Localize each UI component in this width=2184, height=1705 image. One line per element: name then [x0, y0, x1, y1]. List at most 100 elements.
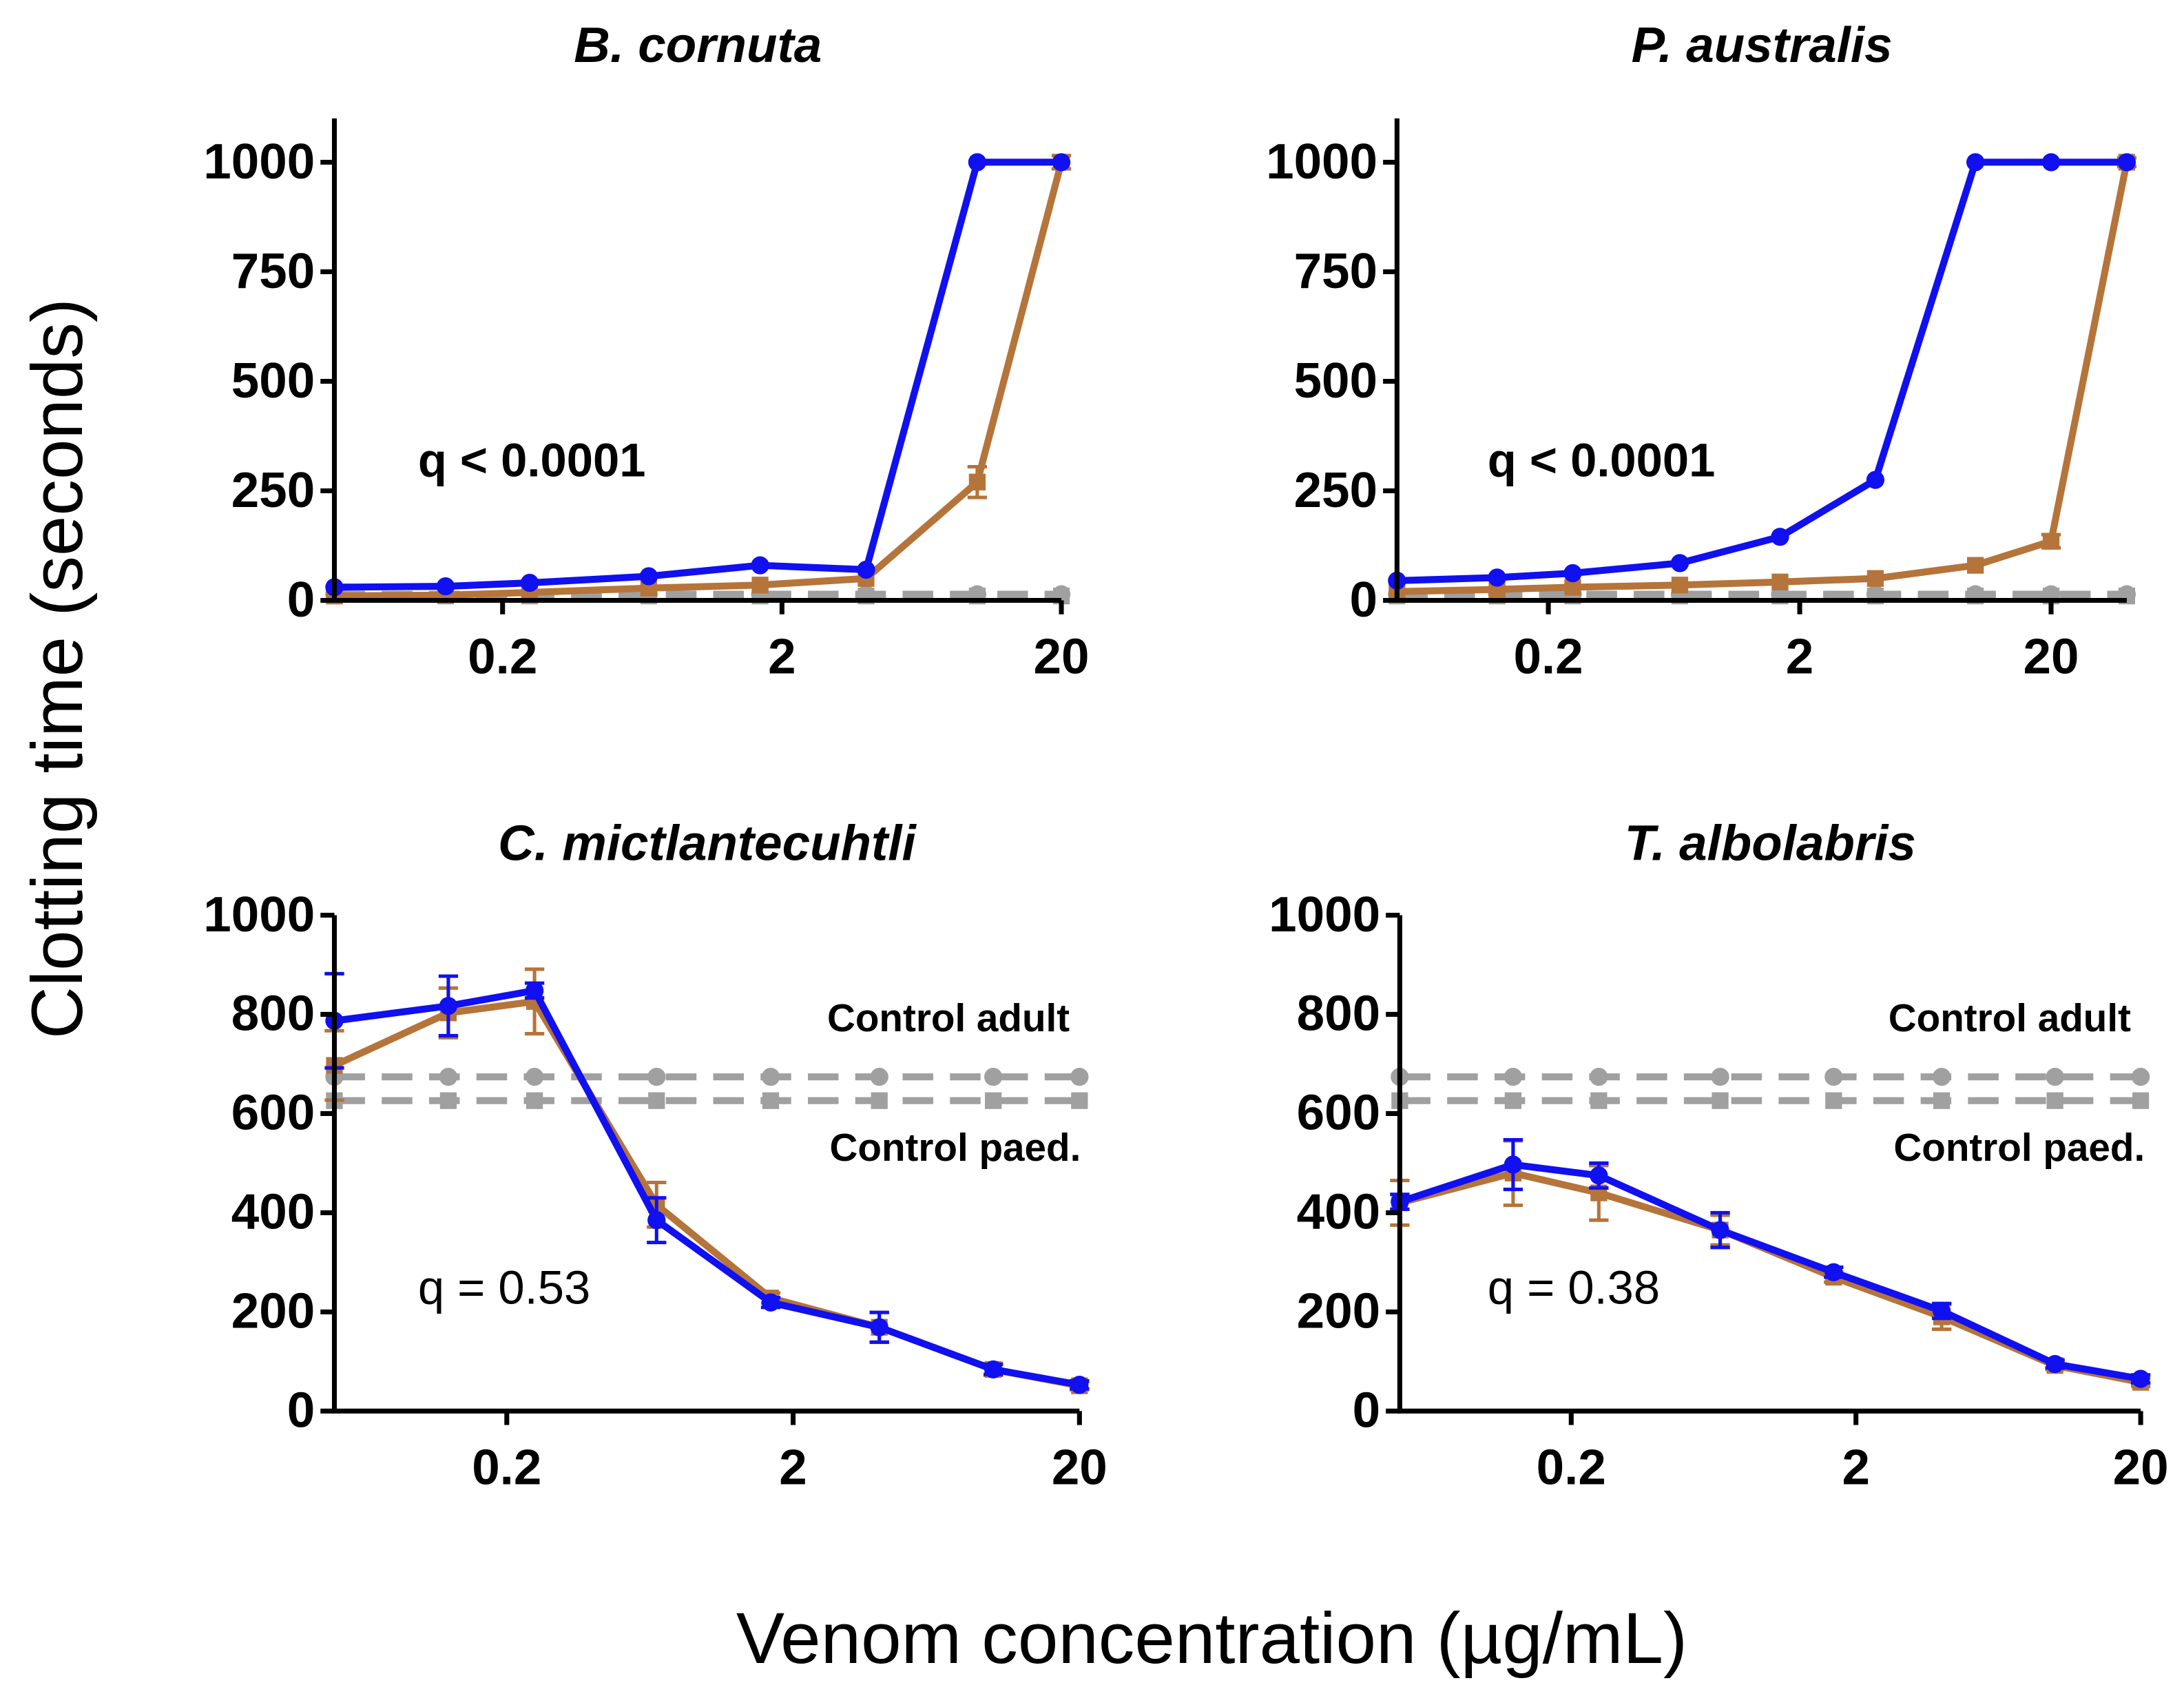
annotation: Control adult	[1889, 996, 2131, 1040]
annotation: q < 0.0001	[1488, 434, 1716, 487]
y-tick-label: 750	[1294, 243, 1377, 299]
chart-title: C. mictlantecuhtli	[498, 816, 917, 871]
marker	[751, 556, 769, 575]
marker	[1671, 577, 1689, 594]
marker	[2132, 1092, 2150, 1109]
marker	[1071, 1092, 1088, 1109]
series	[1388, 153, 2136, 590]
annotation: Control paed.	[830, 1126, 1081, 1169]
x-tick-label: 2	[768, 629, 795, 685]
marker	[1504, 1155, 1523, 1174]
marker	[1771, 528, 1789, 546]
marker	[1590, 1166, 1608, 1185]
marker	[968, 153, 987, 172]
marker	[968, 473, 986, 490]
marker	[1712, 1092, 1729, 1109]
y-tick-label: 250	[1294, 462, 1377, 518]
series-line	[334, 161, 1065, 600]
marker	[2046, 1068, 2064, 1086]
y-tick-label: 1000	[1266, 134, 1377, 189]
x-tick-label: 0.2	[468, 629, 537, 685]
marker	[1563, 564, 1582, 583]
marker	[647, 1068, 666, 1086]
y-tick-label: 1000	[203, 887, 315, 942]
x-tick-label: 0.2	[472, 1440, 541, 1496]
marker	[1070, 1068, 1089, 1086]
marker	[1933, 1301, 1951, 1321]
marker	[439, 1068, 458, 1086]
marker	[647, 1211, 666, 1230]
chart-title: T. albolabris	[1625, 816, 1916, 871]
marker	[751, 577, 769, 594]
x-tick-label: 20	[1052, 1440, 1107, 1496]
series	[325, 1068, 1089, 1086]
marker	[1670, 554, 1689, 572]
marker	[1824, 1068, 1843, 1086]
y-tick-label: 250	[231, 462, 315, 518]
y-tick-label: 800	[1297, 986, 1380, 1042]
marker	[870, 1068, 888, 1086]
series-line	[1397, 161, 2130, 595]
marker	[1824, 1263, 1843, 1281]
marker	[1825, 1092, 1842, 1109]
marker	[439, 997, 458, 1015]
x-tick-label: 2	[1786, 629, 1813, 685]
x-tick-label: 2	[779, 1440, 807, 1496]
y-tick-label: 800	[231, 986, 315, 1042]
marker	[1488, 568, 1506, 587]
x-tick-label: 0.2	[1513, 629, 1583, 685]
y-tick-label: 600	[1297, 1085, 1380, 1141]
marker	[525, 981, 544, 1000]
series	[324, 971, 1090, 1394]
y-tick-label: 0	[1350, 572, 1377, 628]
annotation: q < 0.0001	[418, 434, 646, 487]
y-tick-label: 500	[1294, 353, 1377, 409]
marker	[2117, 153, 2136, 172]
y-tick-label: 500	[231, 353, 315, 409]
y-tick-label: 0	[287, 572, 315, 628]
marker	[761, 1293, 780, 1312]
marker	[984, 1068, 1003, 1086]
marker	[639, 567, 658, 586]
marker	[1771, 573, 1789, 590]
x-tick-label: 20	[2024, 629, 2079, 685]
marker	[984, 1360, 1003, 1379]
marker	[1052, 153, 1071, 172]
marker	[525, 1068, 544, 1086]
x-tick-label: 20	[2113, 1440, 2169, 1496]
marker	[1590, 1092, 1608, 1109]
y-tick-label: 200	[231, 1283, 315, 1339]
series	[326, 1092, 1088, 1109]
series-line	[333, 998, 1081, 1389]
marker	[1967, 557, 1984, 574]
marker	[526, 1092, 543, 1109]
marker	[2131, 1370, 2150, 1388]
series	[1391, 1092, 2150, 1109]
marker	[2046, 1092, 2063, 1109]
marker	[1070, 1376, 1089, 1394]
x-tick-label: 0.2	[1537, 1440, 1606, 1496]
marker	[1866, 570, 1884, 587]
series-line	[334, 158, 1062, 591]
y-tick-label: 0	[1353, 1383, 1380, 1438]
chart-title: B. cornuta	[574, 17, 822, 73]
annotation: q = 0.38	[1488, 1261, 1660, 1314]
marker	[871, 1092, 888, 1109]
marker	[2042, 533, 2060, 550]
x-tick-label: 2	[1842, 1440, 1869, 1496]
marker	[520, 573, 539, 592]
y-tick-label: 1000	[203, 134, 315, 189]
y-tick-label: 0	[287, 1383, 315, 1438]
annotation: Control paed.	[1893, 1126, 2145, 1169]
marker	[1711, 1068, 1729, 1086]
marker	[1504, 1092, 1522, 1109]
marker	[2131, 1068, 2150, 1086]
y-tick-label: 750	[231, 243, 315, 299]
y-axis-label: Clotting time (seconds)	[17, 298, 98, 1039]
marker	[2046, 1354, 2064, 1374]
marker	[870, 1318, 888, 1336]
marker	[439, 1092, 457, 1109]
y-tick-label: 400	[231, 1184, 315, 1240]
